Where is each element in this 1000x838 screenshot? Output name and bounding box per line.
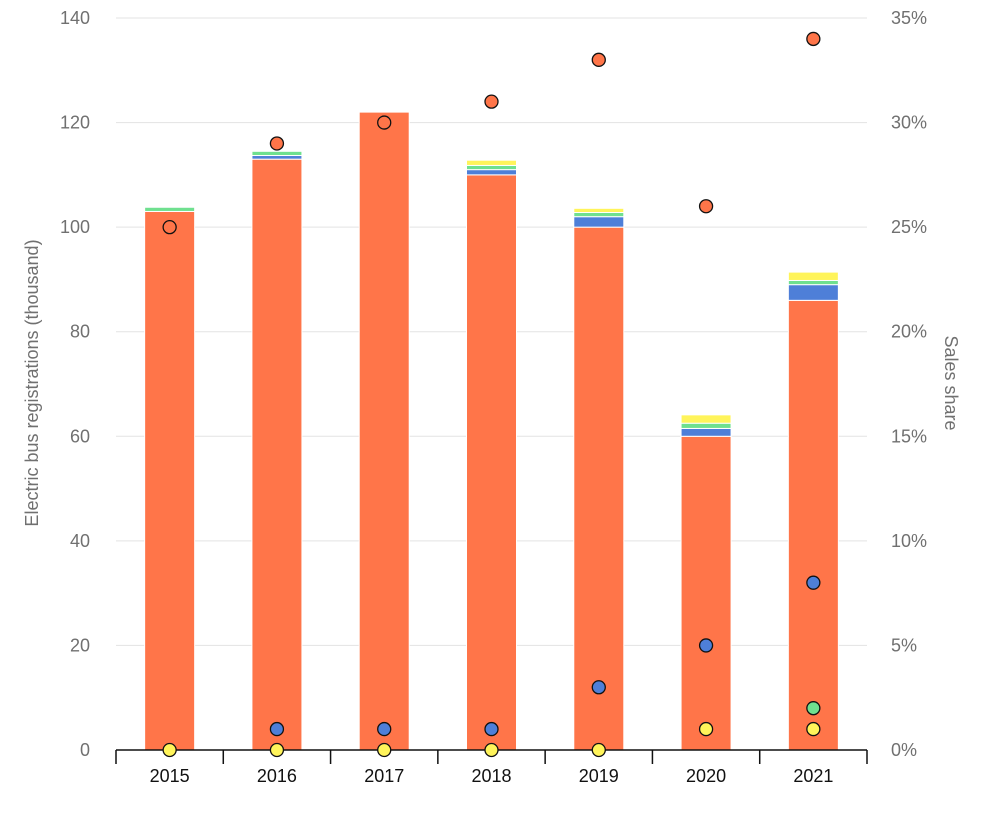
- share-point: [484, 721, 499, 737]
- bar-segment: [680, 422, 732, 429]
- bar-segment: [466, 164, 517, 171]
- y2-tick-label: 30%: [891, 113, 927, 133]
- share-point: [162, 219, 177, 235]
- share-point: [806, 701, 821, 716]
- x-tick-label: 2018: [471, 766, 511, 786]
- y-tick-label: 0: [80, 740, 90, 760]
- bar-segment: [680, 435, 732, 751]
- bar-segment: [466, 159, 517, 166]
- x-tick-label: 2020: [686, 766, 726, 786]
- bar-segment: [787, 299, 839, 751]
- y-axis-label: Electric bus registrations (thousand): [22, 239, 42, 526]
- share-point: [269, 721, 285, 737]
- bar-segment: [573, 216, 625, 228]
- bar-segment: [573, 226, 625, 751]
- bar-segment: [466, 174, 517, 751]
- bar-layer: [144, 111, 839, 751]
- bar-segment: [680, 414, 732, 424]
- y2-tick-label: 25%: [891, 217, 927, 237]
- bar-segment: [251, 150, 303, 157]
- bar-segment: [573, 207, 625, 214]
- y-tick-label: 120: [60, 113, 90, 133]
- x-tick-label: 2015: [150, 766, 190, 786]
- y-tick-label: 20: [70, 635, 90, 655]
- y-tick-label: 40: [70, 531, 90, 551]
- share-point: [484, 742, 499, 758]
- y-tick-label: 80: [70, 322, 90, 342]
- y2-tick-label: 15%: [891, 426, 927, 446]
- share-point: [698, 721, 714, 737]
- bar-segment: [251, 155, 303, 160]
- y2-axis-label: Sales share: [941, 335, 961, 430]
- y2-tick-label: 20%: [891, 322, 927, 342]
- y2-tick-label: 0%: [891, 740, 917, 760]
- y2-tick-label: 10%: [891, 531, 927, 551]
- bar-segment: [787, 279, 839, 286]
- share-point: [377, 115, 392, 130]
- point-layer: [162, 31, 821, 758]
- axis-layer: 0 20 40 60 80 100 120 140 0% 5% 10% 15% 20% 25% 30% 35%…: [60, 8, 927, 786]
- bar-segment: [358, 111, 410, 751]
- x-tick-label: 2019: [579, 766, 619, 786]
- share-point: [269, 742, 285, 758]
- share-point: [806, 721, 821, 737]
- bar-segment: [787, 271, 839, 281]
- y2-tick-label: 35%: [891, 8, 927, 28]
- bar-segment: [466, 169, 517, 176]
- share-point: [698, 199, 714, 214]
- bar-segment: [251, 158, 303, 751]
- bar-segment: [573, 212, 625, 218]
- share-point: [162, 742, 177, 758]
- share-point: [591, 52, 606, 67]
- y2-tick-label: 5%: [891, 635, 917, 655]
- bar-segment: [680, 427, 732, 437]
- x-tick-label: 2017: [364, 766, 404, 786]
- bar-segment: [144, 210, 196, 751]
- share-point: [698, 638, 714, 653]
- share-point: [377, 742, 392, 758]
- share-point: [806, 575, 821, 590]
- y-tick-label: 100: [60, 217, 90, 237]
- share-point: [484, 94, 499, 109]
- share-point: [806, 31, 821, 47]
- share-point: [377, 721, 392, 737]
- x-tick-label: 2021: [793, 766, 833, 786]
- share-point: [591, 742, 606, 758]
- y-tick-label: 60: [70, 426, 90, 446]
- y-tick-label: 140: [60, 8, 90, 28]
- x-tick-label: 2016: [257, 766, 297, 786]
- bar-segment: [787, 284, 839, 301]
- bar-segment: [144, 206, 196, 212]
- share-point: [269, 136, 285, 151]
- share-point: [591, 680, 606, 695]
